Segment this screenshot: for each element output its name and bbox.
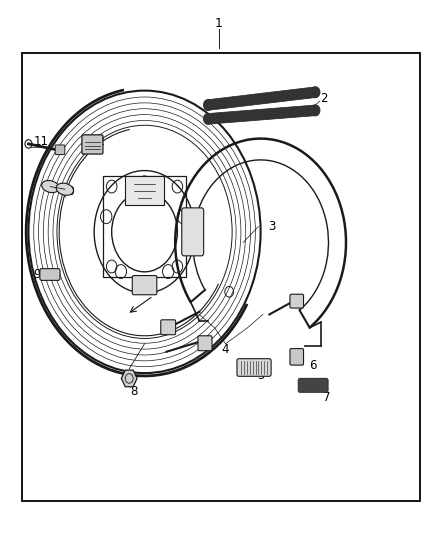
- FancyBboxPatch shape: [55, 145, 65, 155]
- Text: 4: 4: [222, 343, 230, 356]
- Circle shape: [311, 87, 320, 98]
- Ellipse shape: [56, 183, 74, 195]
- FancyBboxPatch shape: [237, 359, 271, 376]
- Polygon shape: [121, 370, 137, 387]
- Circle shape: [204, 100, 212, 110]
- Bar: [103, 176, 186, 277]
- Text: 5: 5: [257, 369, 264, 382]
- Text: 2: 2: [320, 92, 328, 105]
- Text: 8: 8: [130, 385, 137, 398]
- Ellipse shape: [42, 181, 59, 192]
- FancyBboxPatch shape: [40, 269, 60, 280]
- FancyBboxPatch shape: [161, 320, 176, 335]
- Circle shape: [311, 105, 320, 116]
- Bar: [125, 176, 164, 205]
- Polygon shape: [208, 105, 315, 124]
- FancyBboxPatch shape: [132, 276, 157, 295]
- Text: 6: 6: [309, 359, 317, 372]
- FancyBboxPatch shape: [82, 135, 103, 154]
- Text: 3: 3: [268, 220, 275, 233]
- Text: 10: 10: [60, 185, 75, 198]
- FancyBboxPatch shape: [290, 349, 304, 365]
- Text: 12: 12: [91, 135, 106, 148]
- FancyBboxPatch shape: [182, 208, 204, 256]
- Circle shape: [204, 114, 212, 124]
- Text: 11: 11: [34, 135, 49, 148]
- Polygon shape: [208, 87, 315, 110]
- Text: 7: 7: [322, 391, 330, 403]
- Bar: [22, 53, 420, 501]
- FancyBboxPatch shape: [290, 294, 304, 308]
- FancyBboxPatch shape: [198, 336, 212, 351]
- FancyBboxPatch shape: [298, 378, 328, 392]
- Text: 1: 1: [215, 18, 223, 30]
- Text: 9: 9: [33, 268, 41, 281]
